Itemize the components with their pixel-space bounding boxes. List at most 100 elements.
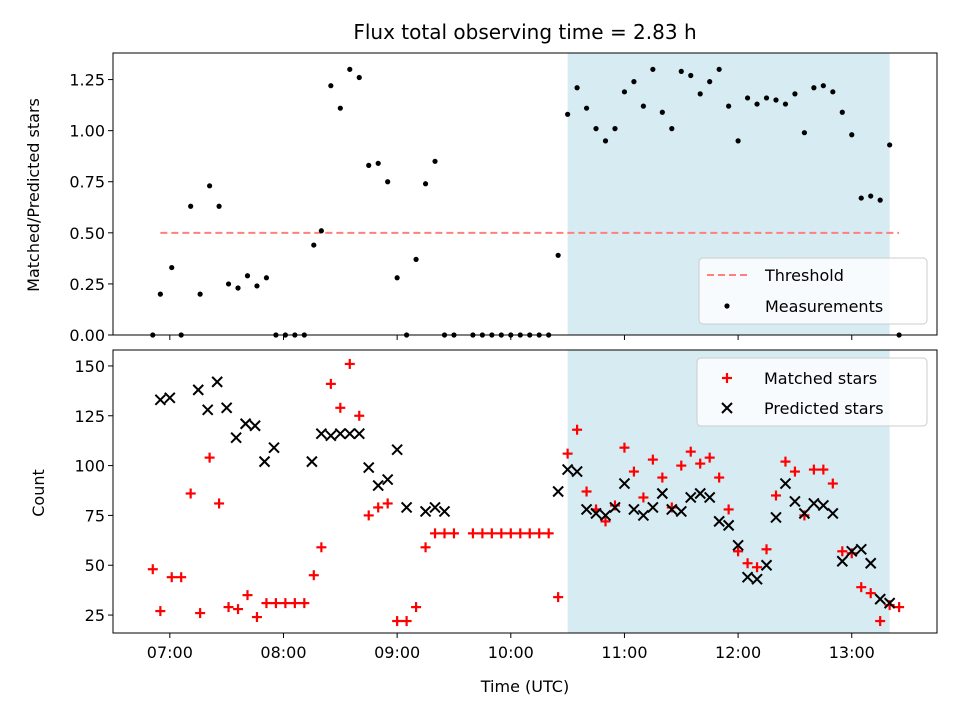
matched-star-point <box>534 528 545 539</box>
measurement-point <box>669 126 675 132</box>
predicted-star-point <box>864 557 877 569</box>
matched-star-point <box>733 546 744 557</box>
measurement-point <box>565 111 571 117</box>
matched-star-point <box>233 604 244 615</box>
matched-star-point <box>780 456 791 467</box>
measurement-point <box>593 126 599 132</box>
measurement-point <box>688 72 694 79</box>
matched-star-point <box>856 582 867 593</box>
measurement-point <box>574 85 580 91</box>
measurement-point <box>432 158 438 164</box>
measurement-point <box>318 228 324 234</box>
predicted-star-point <box>552 485 564 498</box>
measurement-point <box>235 285 241 291</box>
measurement-point <box>716 66 722 72</box>
predicted-star-point <box>808 497 820 510</box>
matched-star-point <box>373 502 384 513</box>
matched-star-point <box>223 602 234 613</box>
predicted-star-point <box>618 477 631 490</box>
matched-star-point <box>676 460 687 471</box>
predicted-star-point <box>637 509 650 522</box>
matched-star-point <box>289 598 300 609</box>
matched-star-point <box>770 490 781 501</box>
matched-star-point <box>875 616 886 627</box>
matched-star-point <box>647 454 658 465</box>
measurement-point <box>583 105 590 111</box>
measurement-point <box>754 101 760 107</box>
count-panel: 25 50 75 100 125 150 07:00 08:00 09:00 10:00 11:0… <box>29 349 938 696</box>
measurement-point <box>188 203 194 209</box>
top-y-tick-label: 0.50 <box>69 224 105 243</box>
top-y-tick-label: 0.25 <box>69 275 105 294</box>
predicted-star-point <box>400 501 413 514</box>
matched-star-point <box>316 542 327 553</box>
measurement-point <box>868 193 874 199</box>
bottom-y-tick-label: 150 <box>74 357 105 376</box>
measurement-point <box>820 83 826 89</box>
measurement-point <box>659 109 665 115</box>
measurement-point <box>744 95 751 101</box>
measurement-point <box>385 179 391 185</box>
matched-star-point <box>496 528 507 539</box>
predicted-star-point <box>334 427 347 440</box>
matched-star-point <box>214 498 225 509</box>
measurement-point <box>413 256 419 262</box>
predicted-star-point <box>561 463 574 476</box>
predicted-star-point <box>590 507 602 520</box>
matched-star-point <box>808 464 819 475</box>
matched-star-point <box>155 606 166 617</box>
top-axes-frame <box>112 52 938 336</box>
predicted-star-point <box>419 505 432 518</box>
matched-star-point <box>354 410 365 421</box>
measurement-point <box>555 252 561 258</box>
measurement-point <box>311 242 317 248</box>
measurement-point <box>811 85 817 91</box>
bottom-axes-frame <box>112 349 938 634</box>
predicted-star-point <box>827 507 839 520</box>
matched-star-point <box>685 446 696 457</box>
measurement-point <box>697 91 703 97</box>
matched-star-point <box>147 564 158 575</box>
bottom-legend: Matched stars Predicted stars <box>696 357 928 427</box>
measurement-point <box>356 74 362 81</box>
measurement-point <box>726 103 732 109</box>
matched-star-point <box>467 528 478 539</box>
measurement-point <box>394 275 400 281</box>
matched-star-point <box>420 542 431 553</box>
matched-star-point <box>344 358 355 369</box>
measurement-point <box>621 89 628 95</box>
matched-star-point <box>382 498 393 509</box>
matched-star-point <box>600 516 611 527</box>
predicted-star-point <box>438 505 451 518</box>
matched-star-point <box>714 472 725 483</box>
predicted-star-point <box>268 441 280 454</box>
measurement-point <box>225 281 232 287</box>
measurement-point <box>602 138 609 144</box>
measurement-point <box>650 66 656 72</box>
legend-predicted-label: Predicted stars <box>764 399 884 418</box>
matched-star-point <box>827 478 838 489</box>
predicted-star-point <box>363 461 375 474</box>
x-tick-label: 12:00 <box>715 643 761 662</box>
top-y-tick-label: 1.25 <box>69 71 105 90</box>
legend-predicted-swatch <box>721 402 733 414</box>
measurements-points <box>150 66 902 338</box>
measurement-point <box>631 79 637 85</box>
predicted-star-point <box>211 376 223 388</box>
predicted-star-point <box>874 593 886 605</box>
predicted-star-point <box>315 427 328 440</box>
measurement-point <box>216 203 222 209</box>
x-tick-label: 13:00 <box>829 643 875 662</box>
matched-star-point <box>195 608 206 619</box>
matched-star-point <box>299 598 310 609</box>
measurement-point <box>792 91 798 97</box>
matched-star-point <box>363 510 374 521</box>
matched-star-point <box>185 488 196 499</box>
matched-star-point <box>325 378 336 389</box>
predicted-star-point <box>703 491 716 504</box>
predicted-star-point <box>381 473 394 486</box>
measurement-point <box>347 66 353 72</box>
matched-star-point <box>562 448 573 459</box>
matched-star-point <box>335 402 346 413</box>
